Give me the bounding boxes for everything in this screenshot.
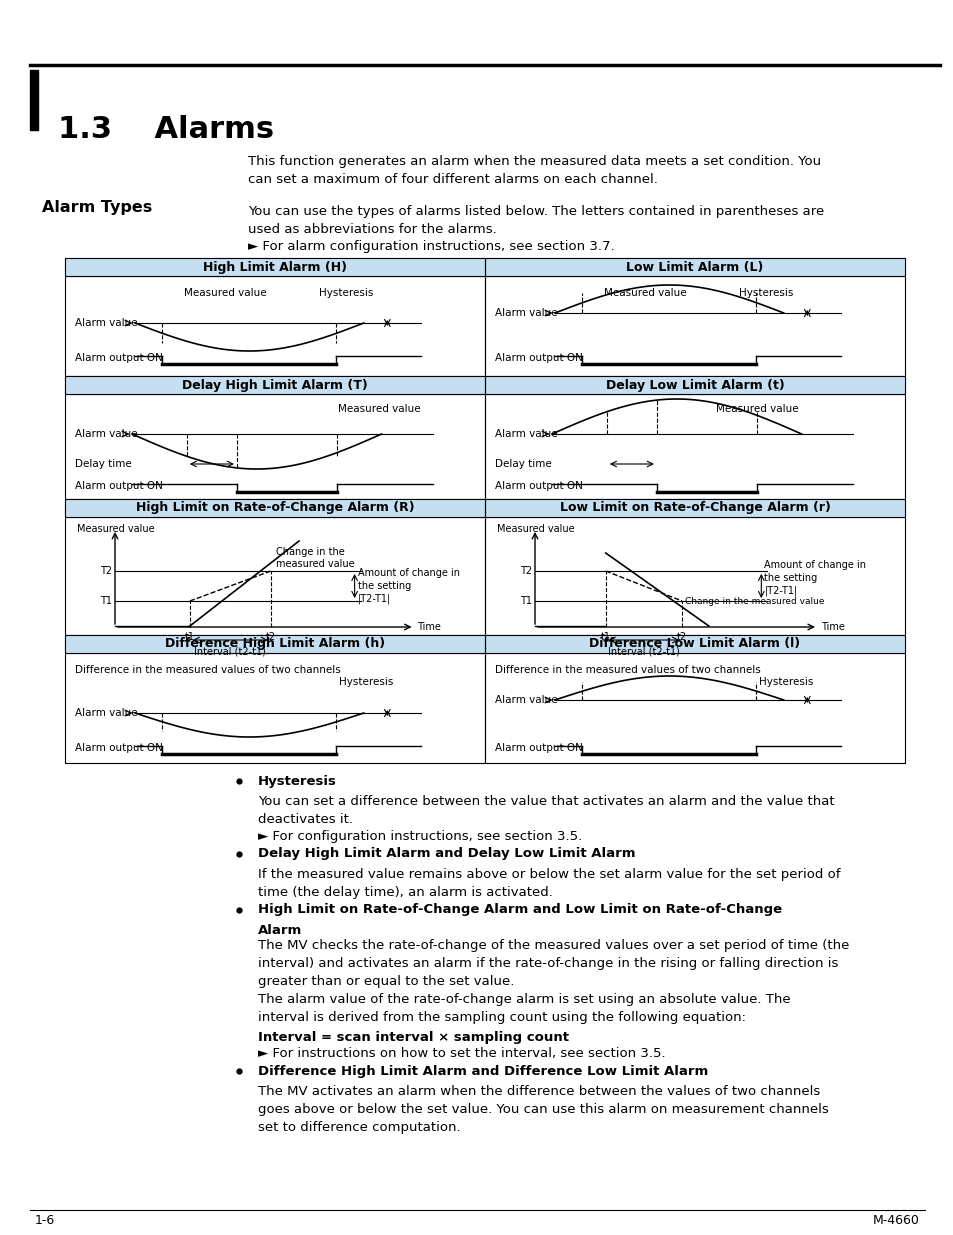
Text: Measured value: Measured value: [184, 288, 266, 298]
Text: Hysteresis: Hysteresis: [318, 288, 373, 298]
Bar: [484, 635, 904, 653]
Text: Alarm Types: Alarm Types: [42, 200, 152, 215]
Bar: [65, 653, 484, 763]
Text: Measured value: Measured value: [337, 404, 420, 414]
Bar: [65, 394, 484, 499]
Text: Time: Time: [820, 622, 843, 632]
Bar: [65, 375, 484, 394]
Text: Alarm: Alarm: [257, 924, 302, 937]
Text: Alarm value: Alarm value: [495, 695, 558, 705]
Text: Alarm output ON: Alarm output ON: [495, 743, 582, 753]
Text: Interval (t2-t1): Interval (t2-t1): [194, 646, 266, 656]
Text: High Limit on Rate-of-Change Alarm (R): High Limit on Rate-of-Change Alarm (R): [135, 501, 414, 515]
Bar: [65, 517, 484, 635]
Text: Interval (t2-t1): Interval (t2-t1): [607, 646, 679, 656]
Bar: [484, 499, 904, 517]
Text: Change in the
measured value: Change in the measured value: [275, 547, 354, 569]
Text: Time: Time: [417, 622, 441, 632]
Text: Difference High Limit Alarm and Difference Low Limit Alarm: Difference High Limit Alarm and Differen…: [257, 1065, 707, 1077]
Text: Difference in the measured values of two channels: Difference in the measured values of two…: [495, 664, 760, 676]
Text: Difference High Limit Alarm (h): Difference High Limit Alarm (h): [165, 637, 385, 651]
Text: Alarm value: Alarm value: [75, 317, 137, 329]
Bar: [484, 275, 904, 375]
Text: T1: T1: [519, 597, 532, 606]
Text: High Limit on Rate-of-Change Alarm and Low Limit on Rate-of-Change: High Limit on Rate-of-Change Alarm and L…: [257, 904, 781, 916]
Text: ► For instructions on how to set the interval, see section 3.5.: ► For instructions on how to set the int…: [257, 1047, 665, 1060]
Text: ► For alarm configuration instructions, see section 3.7.: ► For alarm configuration instructions, …: [248, 240, 614, 253]
Text: t1: t1: [600, 632, 610, 642]
Text: T2: T2: [100, 566, 112, 576]
Text: You can use the types of alarms listed below. The letters contained in parenthes: You can use the types of alarms listed b…: [248, 205, 823, 236]
Bar: [484, 635, 904, 653]
Text: Measured value: Measured value: [77, 524, 154, 534]
Text: Difference in the measured values of two channels: Difference in the measured values of two…: [75, 664, 340, 676]
Text: Hysteresis: Hysteresis: [738, 288, 792, 298]
Text: Delay High Limit Alarm and Delay Low Limit Alarm: Delay High Limit Alarm and Delay Low Lim…: [257, 847, 635, 861]
Bar: [484, 375, 904, 394]
Text: Measured value: Measured value: [603, 288, 685, 298]
Bar: [65, 635, 484, 653]
Bar: [484, 499, 904, 517]
Text: t2: t2: [677, 632, 686, 642]
Text: 1.3    Alarms: 1.3 Alarms: [58, 115, 274, 144]
Text: Alarm value: Alarm value: [75, 708, 137, 718]
Bar: [65, 499, 484, 517]
Text: Hysteresis: Hysteresis: [339, 677, 394, 687]
Text: Alarm output ON: Alarm output ON: [495, 480, 582, 492]
Text: T1: T1: [100, 597, 112, 606]
Bar: [65, 375, 484, 394]
Text: t2: t2: [265, 632, 275, 642]
Text: Alarm output ON: Alarm output ON: [75, 743, 163, 753]
Bar: [484, 258, 904, 275]
Text: This function generates an alarm when the measured data meets a set condition. Y: This function generates an alarm when th…: [248, 156, 821, 186]
Text: Hysteresis: Hysteresis: [759, 677, 813, 687]
Text: 1-6: 1-6: [35, 1214, 55, 1226]
Text: Low Limit on Rate-of-Change Alarm (r): Low Limit on Rate-of-Change Alarm (r): [559, 501, 829, 515]
Bar: [30, 70, 38, 130]
Bar: [484, 653, 904, 763]
Text: Delay Low Limit Alarm (t): Delay Low Limit Alarm (t): [605, 378, 783, 391]
Text: Delay High Limit Alarm (T): Delay High Limit Alarm (T): [182, 378, 368, 391]
Text: The MV checks the rate-of-change of the measured values over a set period of tim: The MV checks the rate-of-change of the …: [257, 939, 848, 1024]
Text: Alarm value: Alarm value: [75, 429, 137, 438]
Text: High Limit Alarm (H): High Limit Alarm (H): [203, 261, 347, 273]
Text: M-4660: M-4660: [872, 1214, 919, 1226]
Text: Delay time: Delay time: [75, 459, 132, 469]
Text: Alarm output ON: Alarm output ON: [495, 353, 582, 363]
Bar: [484, 375, 904, 394]
Bar: [65, 258, 484, 275]
Bar: [65, 258, 484, 275]
Text: Hysteresis: Hysteresis: [257, 774, 336, 788]
Text: Alarm output ON: Alarm output ON: [75, 353, 163, 363]
Text: Amount of change in
the setting
|T2-T1|: Amount of change in the setting |T2-T1|: [763, 561, 865, 595]
Bar: [484, 394, 904, 499]
Bar: [65, 499, 484, 517]
Bar: [65, 635, 484, 653]
Text: Alarm value: Alarm value: [495, 429, 558, 438]
Bar: [65, 275, 484, 375]
Text: t1: t1: [185, 632, 194, 642]
Text: You can set a difference between the value that activates an alarm and the value: You can set a difference between the val…: [257, 795, 834, 826]
Text: Difference Low Limit Alarm (l): Difference Low Limit Alarm (l): [589, 637, 800, 651]
Text: If the measured value remains above or below the set alarm value for the set per: If the measured value remains above or b…: [257, 868, 840, 899]
Text: T2: T2: [519, 566, 532, 576]
Text: Measured value: Measured value: [716, 404, 798, 414]
Text: Delay time: Delay time: [495, 459, 551, 469]
Text: Change in the measured value: Change in the measured value: [684, 597, 823, 605]
Text: Alarm value: Alarm value: [495, 308, 558, 317]
Text: Low Limit Alarm (L): Low Limit Alarm (L): [626, 261, 763, 273]
Bar: [484, 258, 904, 275]
Text: Amount of change in
the setting
|T2-T1|: Amount of change in the setting |T2-T1|: [357, 568, 459, 604]
Text: ► For configuration instructions, see section 3.5.: ► For configuration instructions, see se…: [257, 830, 581, 844]
Bar: [484, 517, 904, 635]
Text: Interval = scan interval × sampling count: Interval = scan interval × sampling coun…: [257, 1031, 568, 1044]
Text: Measured value: Measured value: [497, 524, 574, 534]
Text: The MV activates an alarm when the difference between the values of two channels: The MV activates an alarm when the diffe…: [257, 1086, 828, 1134]
Text: Alarm output ON: Alarm output ON: [75, 480, 163, 492]
